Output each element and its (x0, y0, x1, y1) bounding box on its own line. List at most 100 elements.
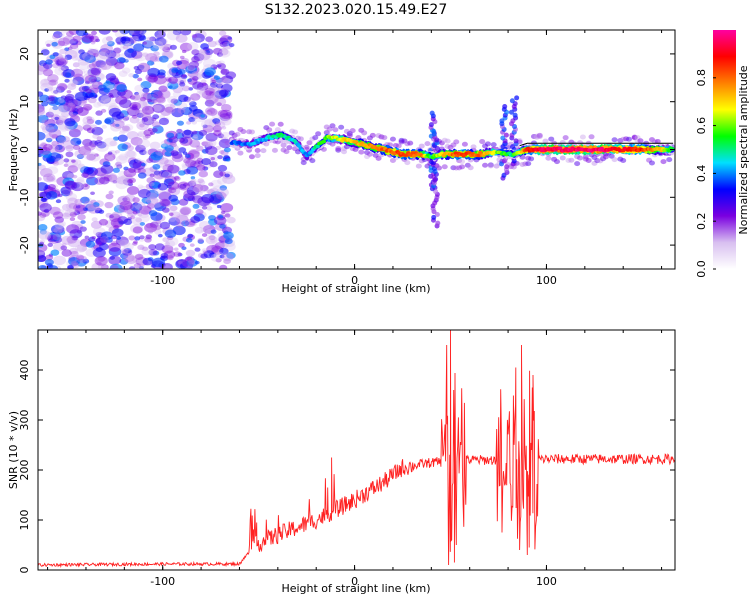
spectrogram-noise-cell (116, 84, 128, 92)
spectrogram-noise-cell (60, 110, 71, 118)
spectrogram-noise-cell (178, 147, 187, 153)
spectrogram-noise-cell (120, 36, 131, 44)
spectrogram-noise-cell (179, 183, 187, 189)
spectrogram-noise-cell (192, 134, 199, 139)
spectrogram-noise-cell (186, 64, 196, 72)
spectrogram-noise-cell (93, 81, 99, 85)
spectrogram-noise-cell (133, 240, 138, 244)
snr-x-ticks: -100 0 100 (47, 330, 663, 588)
spectrogram-noise-cell (226, 251, 236, 259)
spectrogram-noise-cell (164, 107, 172, 113)
spectrogram-noise-cell (55, 119, 61, 124)
spectrogram-halo-cell (418, 143, 425, 149)
spectrogram-noise-cell (47, 234, 58, 243)
spectrogram-noise-cell (82, 258, 90, 264)
spectrogram-noise-cell (71, 55, 79, 61)
spectrogram-noise-cell (188, 149, 200, 158)
spectrogram-noise-cell (83, 183, 89, 188)
spectrogram-noise-cell (181, 74, 187, 78)
spectrogram-noise-cell (201, 233, 208, 237)
spectrogram-noise-cell (64, 209, 75, 218)
spectrogram-noise-cell (200, 79, 207, 84)
spectrogram-noise-cell (94, 140, 103, 147)
spectrogram-noise-cell (81, 99, 87, 104)
spectrogram-noise-cell (58, 220, 66, 227)
spectrogram-noise-cell (151, 128, 158, 133)
spectrogram-noise-cell (89, 35, 99, 43)
spectrogram-noise-cell (98, 218, 109, 226)
spectrogram-noise-cell (137, 172, 147, 179)
spectrogram-noise-cell (118, 153, 129, 161)
spectrogram-noise-cell (217, 177, 228, 185)
spectrogram-noise-cell (149, 141, 161, 150)
spectrogram-noise-cell (94, 209, 100, 214)
spectrogram-noise-cell (86, 116, 93, 121)
spectrogram-noise-cell (53, 227, 63, 234)
spectrogram-noise-cell (78, 145, 92, 156)
spectrogram-noise-cell (196, 184, 209, 193)
spectrogram-noise-cell (64, 95, 74, 103)
spectrogram-noise-cell (150, 198, 163, 208)
spectrogram-ridge-cell (255, 140, 261, 145)
spectrogram-halo-cell (274, 127, 281, 133)
spectrogram-noise-cell (211, 110, 224, 120)
spectrogram-noise-cell (199, 48, 205, 53)
spectrogram-noise-cell (71, 159, 82, 166)
spectrogram-noise-cell (200, 43, 209, 50)
spectrogram-noise-cell (150, 89, 163, 99)
spectrogram-noise-cell (57, 97, 65, 103)
colorbar-label: Normalized spectral amplitude (737, 65, 750, 234)
spectrogram-noise-cell (68, 128, 81, 138)
spectrogram-noise-cell (169, 205, 178, 212)
spectrogram-y-tick-label: 10 (18, 95, 31, 109)
spectrogram-noise-cell (104, 220, 117, 229)
spectrogram-noise-cell (216, 52, 224, 57)
spectrogram-noise-cell (38, 108, 46, 117)
spectrogram-noise-cell (108, 190, 114, 195)
spectrogram-noise-cell (216, 204, 222, 209)
spectrogram-noise-cell (144, 198, 151, 203)
spectrogram-halo-cell (574, 161, 581, 167)
spectrogram-noise-cell (113, 163, 121, 169)
spectrogram-noise-cell (100, 164, 114, 174)
spectrogram-noise-cell (117, 208, 126, 214)
spectrogram-noise-cell (128, 235, 136, 241)
spectrogram-halo-cell (404, 160, 411, 166)
spectrogram-noise-cell (90, 67, 102, 76)
spectrogram-halo-cell (666, 157, 673, 163)
spectrogram-noise-cell (134, 201, 146, 210)
spectrogram-noise-cell (218, 138, 232, 149)
spectrogram-noise-cell (168, 216, 176, 222)
spectrogram-noise-cell (38, 106, 46, 115)
spectrogram-noise-cell (198, 179, 206, 185)
spectrogram-noise-cell (217, 164, 228, 172)
spectrogram-noise-cell (186, 121, 192, 125)
spectrogram-noise-cell (105, 36, 113, 42)
spectrogram-noise-cell (76, 107, 89, 116)
spectrogram-noise-cell (162, 265, 171, 269)
spectrogram-halo-cell (654, 138, 661, 144)
spectrogram-noise-cell (40, 49, 50, 56)
spectrogram-noise-cell (176, 120, 184, 126)
spectrogram-noise-cell (186, 256, 193, 261)
spectrogram-noise-cell (115, 155, 128, 164)
spectrogram-noise-cell (210, 253, 223, 263)
snr-series-line (38, 330, 675, 568)
spectrogram-noise-cell (76, 255, 88, 263)
spectrogram-noise-cell (139, 235, 145, 240)
spectrogram-noise-cell (189, 139, 201, 148)
spectrogram-noise-cell (159, 157, 169, 165)
spectrogram-noise-cell (119, 117, 127, 123)
spectrogram-noise-cell (213, 75, 220, 80)
spectrogram-halo-cell (660, 159, 667, 165)
spectrogram-noise-cell (123, 202, 135, 211)
spectrogram-noise-cell (134, 91, 140, 96)
spectrogram-y-ticks: -20 -10 0 10 20 (18, 47, 675, 254)
spectrogram-noise-cell (135, 217, 143, 223)
spectrogram-noise-cell (100, 231, 113, 241)
spectrogram-noise-cell (146, 196, 159, 206)
spectrogram-noise-cell (190, 176, 196, 180)
spectrogram-noise-cell (91, 61, 101, 68)
spectrogram-noise-cell (146, 203, 155, 209)
spectrogram-noise-cell (74, 91, 88, 102)
